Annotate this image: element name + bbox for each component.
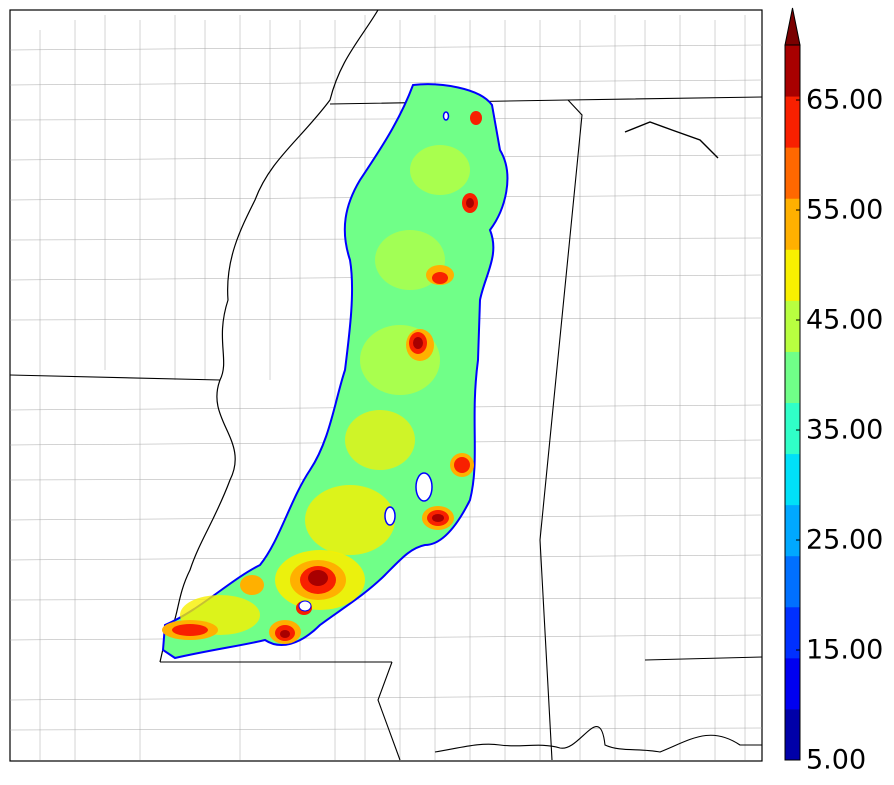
colorbar-segment	[785, 249, 800, 301]
reflectivity-swath	[161, 83, 509, 660]
colorbar-segment	[785, 708, 800, 761]
colorbar-tick-label: 15.00	[806, 634, 884, 666]
colorbar-extend-arrow	[784, 7, 801, 46]
colorbar-tick-label: 5.00	[806, 744, 867, 776]
colorbar-tick-label: 45.00	[806, 304, 884, 336]
colorbar-segment	[785, 606, 800, 659]
colorbar-segment	[785, 198, 800, 250]
colorbar-tick-label: 35.00	[806, 414, 884, 446]
mississippi-river	[159, 10, 379, 663]
colorbar-segment	[785, 453, 800, 506]
state-boundaries	[10, 96, 762, 761]
colorbar-segment	[785, 351, 800, 403]
tennessee-river	[624, 121, 719, 159]
colorbar-tick-label: 65.00	[806, 84, 884, 116]
colorbar-segment	[785, 96, 800, 148]
colorbar-segment	[785, 504, 800, 557]
colorbar-segment	[785, 300, 800, 352]
colorbar-tick-label: 55.00	[806, 194, 884, 226]
colorbar-outline	[784, 44, 801, 761]
colorbar-segment	[785, 45, 800, 97]
colorbar-segment	[785, 402, 800, 455]
coastline	[434, 726, 762, 753]
colorbar-segment	[785, 657, 800, 710]
colorbar	[784, 7, 801, 761]
colorbar-segment	[785, 147, 800, 199]
colorbar-tick-label: 25.00	[806, 524, 884, 556]
colorbar-segment	[785, 555, 800, 608]
